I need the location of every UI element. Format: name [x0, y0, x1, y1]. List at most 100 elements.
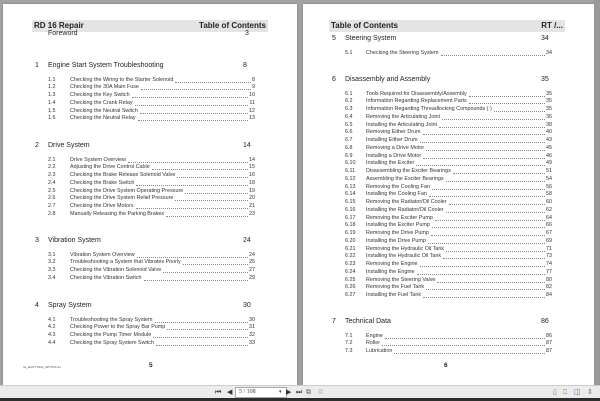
toc-entry[interactable]: Adjusting the Drive Control Cable: [70, 164, 150, 171]
entry-number: 6.10: [345, 160, 356, 167]
toc-entry[interactable]: Checking the Spray System Switch: [70, 339, 154, 346]
paste-icon[interactable]: ⧉: [318, 389, 323, 396]
toc-entry[interactable]: Removing the Hydraulic Oil Tank: [366, 245, 445, 252]
entry-number: 2.1: [48, 156, 56, 163]
toc-entry[interactable]: Installing the Hydraulic Oil Tank: [366, 253, 442, 260]
single-page-icon[interactable]: ▯: [553, 389, 557, 396]
toc-entry[interactable]: Checking the Brake Release Solenoid Valv…: [70, 172, 176, 178]
toc-entry[interactable]: Installing the Fuel Tank: [366, 292, 422, 298]
page-number-input[interactable]: 5 / 108: [235, 387, 287, 398]
copy-icon[interactable]: ⧉: [306, 389, 311, 396]
section-page: 8: [243, 62, 247, 69]
toc-section-title[interactable]: Vibration System: [48, 237, 101, 244]
prev-page-icon[interactable]: ◀: [227, 389, 233, 396]
toc-entry[interactable]: Checking the Drive Motors: [70, 203, 134, 209]
toc-entry[interactable]: Drive System Overview: [70, 156, 127, 163]
entry-page: 15: [249, 164, 255, 171]
toc-entry[interactable]: Removing the Engine: [366, 261, 418, 267]
toc-entry[interactable]: Removing the Exciter Pump: [366, 214, 433, 221]
dot-leader: [136, 208, 248, 209]
toc-entry[interactable]: Checking Power to the Spray Bar Pump: [70, 324, 166, 331]
toc-entry[interactable]: Installing the Exciter Pump: [366, 222, 430, 229]
dot-leader: [446, 250, 545, 252]
chevron-down-icon[interactable]: ▾: [279, 389, 282, 395]
dot-leader: [135, 104, 248, 106]
dot-leader: [428, 242, 545, 244]
toc-entry[interactable]: Troubleshooting a System that Vibrates P…: [70, 259, 181, 266]
toc-entry[interactable]: Information Regarding Replacement Parts: [366, 98, 467, 105]
toc-entry[interactable]: Removing the Drive Pump: [366, 230, 429, 236]
toc-section-title[interactable]: Technical Data: [345, 318, 391, 325]
entry-number: 6.14: [345, 191, 356, 198]
toc-entry[interactable]: Checking the Brake Switch: [70, 179, 135, 186]
toc-entry[interactable]: Checking the Steering System: [366, 49, 439, 56]
entry-number: 2.3: [48, 172, 56, 178]
toc-entry[interactable]: Disassembling the Exciter Bearings: [366, 168, 451, 174]
toc-entry[interactable]: Roller: [366, 340, 381, 347]
entry-page: 35: [546, 106, 552, 112]
toc-entry[interactable]: Checking the Pump Timer Module: [70, 332, 152, 338]
toc-entry[interactable]: Information Regarding Threadlocking Comp…: [366, 106, 492, 112]
two-page-icon[interactable]: ◫: [574, 389, 581, 396]
toc-entry[interactable]: Removing the Radiator/Oil Cooler: [366, 199, 447, 205]
toc-entry[interactable]: Installing the Cooling Fan: [366, 191, 427, 198]
fit-icon[interactable]: ⇕: [587, 389, 593, 396]
entry-page: 29: [249, 274, 255, 281]
toc-entry[interactable]: Checking the Vibration Solenoid Valve: [70, 267, 162, 273]
toc-entry[interactable]: Checking the Key Switch: [70, 92, 130, 98]
entry-number: 2.4: [48, 179, 56, 186]
bookmark-icon[interactable]: ⎕: [563, 389, 568, 396]
entry-page: 30: [249, 316, 255, 323]
toc-entry[interactable]: Installing a Drive Motor: [366, 152, 422, 159]
toc-entry[interactable]: Checking the Wiring to the Starter Solen…: [70, 76, 174, 83]
entry-page: 24: [249, 251, 255, 258]
toc-entry[interactable]: Tools Required for Disassembly/Assembly: [366, 90, 467, 97]
toc-entry[interactable]: Installing the Exciter: [366, 160, 415, 167]
toc-section-title[interactable]: Drive System: [48, 142, 90, 149]
toc-entry[interactable]: Removing the Fuel Tank: [366, 284, 425, 291]
toc-entry[interactable]: Checking the Vibration Switch: [70, 274, 142, 281]
entry-number: 6.12: [345, 175, 356, 182]
toc-entry[interactable]: Checking the Neutral Relay: [70, 115, 136, 122]
toc-entry[interactable]: Assembling the Exciter Bearings: [366, 175, 444, 182]
last-page-icon[interactable]: ⏭: [296, 389, 303, 396]
toc-entry[interactable]: Checking the 30A Main Fuse: [70, 84, 139, 91]
page-number: 5: [149, 362, 153, 369]
toc-entry[interactable]: Installing Either Drum: [366, 137, 418, 143]
next-page-icon[interactable]: ▶: [286, 389, 292, 396]
toc-entry[interactable]: Installing the Articulating Joint: [366, 121, 438, 128]
toc-entry[interactable]: Checking the Drive System Relief Pressur…: [70, 195, 174, 202]
toc-entry[interactable]: Installing the Drive Pump: [366, 237, 426, 244]
dot-leader: [141, 89, 251, 91]
toc-entry[interactable]: Troubleshooting the Spray System: [70, 316, 153, 323]
toc-foreword[interactable]: Foreword: [48, 30, 78, 37]
toc-entry[interactable]: Removing the Cooling Fan: [366, 183, 430, 190]
scrollbar[interactable]: [594, 0, 600, 385]
toc-section-title[interactable]: Spray System: [48, 302, 92, 309]
toc-entry[interactable]: Checking the Drive System Operating Pres…: [70, 187, 184, 194]
toc-entry[interactable]: Checking the Crank Relay: [70, 99, 133, 106]
toc-section-title[interactable]: Engine Start System Troubleshooting: [48, 62, 164, 69]
toc-section-title[interactable]: Steering System: [345, 35, 397, 42]
first-page-icon[interactable]: ⏮: [215, 389, 222, 396]
entry-number: 6.3: [345, 106, 353, 112]
section-page: 24: [243, 237, 251, 244]
toc-entry[interactable]: Manually Releasing the Parking Brakes: [70, 210, 165, 217]
toc-entry[interactable]: Checking the Neutral Switch: [70, 107, 138, 114]
dot-leader: [446, 180, 545, 182]
toc-entry[interactable]: Removing the Steering Valve: [366, 276, 436, 283]
section-number: 6: [332, 76, 336, 83]
toc-entry[interactable]: Engine: [366, 332, 383, 339]
toc-entry[interactable]: Vibration System Overview: [70, 251, 135, 258]
toc-entry[interactable]: Installing the Radiator/Oil Cooler: [366, 206, 444, 213]
entry-number: 6.23: [345, 261, 356, 267]
toc-entry[interactable]: Removing Either Drum: [366, 129, 421, 136]
toc-entry[interactable]: Installing the Engine: [366, 268, 415, 275]
pdf-page-5: RD 16 Repair Table of Contents Foreword …: [3, 4, 297, 385]
toc-entry[interactable]: Removing a Drive Motor: [366, 144, 425, 151]
toc-entry[interactable]: Removing the Articulating Joint: [366, 113, 441, 120]
toc-section-title[interactable]: Disassembly and Assembly: [345, 76, 431, 83]
toc-entry[interactable]: Lubrication: [366, 348, 393, 354]
dot-leader: [420, 142, 545, 143]
entry-number: 6.20: [345, 237, 356, 244]
